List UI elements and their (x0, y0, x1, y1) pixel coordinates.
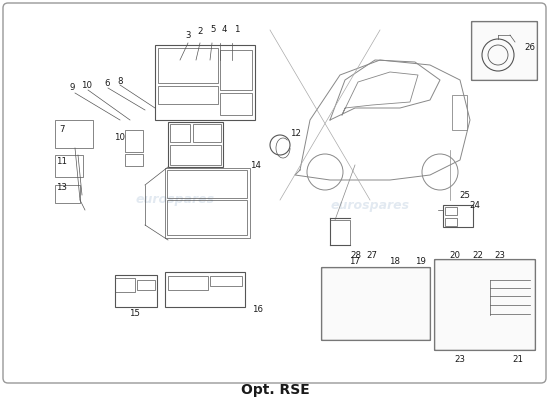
Bar (210, 276, 242, 286)
Text: Opt. RSE: Opt. RSE (241, 383, 309, 397)
Text: 4: 4 (221, 26, 227, 34)
Bar (170, 145, 221, 165)
Bar (55, 120, 93, 148)
Text: 23: 23 (454, 356, 465, 364)
Bar (390, 278, 422, 300)
Text: 9: 9 (69, 84, 75, 92)
Bar (55, 155, 83, 177)
Bar (447, 296, 467, 311)
Bar (220, 50, 252, 90)
Text: 19: 19 (415, 258, 426, 266)
Bar (170, 124, 190, 142)
Text: 11: 11 (57, 158, 68, 166)
Text: eurospares: eurospares (331, 284, 410, 296)
Text: 3: 3 (185, 32, 191, 40)
Bar (167, 200, 247, 235)
Text: 7: 7 (59, 126, 65, 134)
Bar (452, 95, 467, 130)
Text: eurospares: eurospares (135, 194, 214, 206)
Bar (514, 41, 522, 47)
Bar (158, 86, 218, 104)
Text: 26: 26 (525, 44, 536, 52)
Bar (330, 220, 350, 245)
FancyBboxPatch shape (3, 3, 546, 383)
Bar (55, 185, 80, 203)
Text: 12: 12 (290, 128, 301, 138)
Bar (443, 205, 473, 227)
Text: 24: 24 (470, 200, 481, 210)
Text: 10: 10 (81, 80, 92, 90)
Bar (115, 278, 135, 292)
Text: 15: 15 (129, 310, 140, 318)
Bar (354, 296, 361, 302)
Bar (168, 122, 223, 167)
Text: 13: 13 (57, 184, 68, 192)
Bar (392, 304, 420, 316)
Bar (155, 45, 255, 120)
Bar (447, 274, 467, 294)
Text: 14: 14 (250, 160, 261, 170)
Text: 5: 5 (210, 26, 216, 34)
Text: 6: 6 (104, 80, 110, 88)
Text: 20: 20 (449, 250, 460, 260)
Bar (137, 280, 155, 290)
Text: 27: 27 (366, 250, 377, 260)
Bar (445, 207, 457, 215)
Bar (445, 218, 457, 226)
Text: 23: 23 (494, 250, 505, 260)
Text: 8: 8 (117, 78, 123, 86)
Bar (167, 170, 247, 198)
Text: 10: 10 (114, 134, 125, 142)
Bar (390, 302, 422, 322)
Text: 22: 22 (472, 250, 483, 260)
Bar (168, 276, 208, 290)
Text: 25: 25 (459, 192, 470, 200)
Bar (220, 93, 252, 115)
Text: 17: 17 (349, 258, 360, 266)
Bar (470, 274, 488, 294)
Text: 2: 2 (197, 28, 203, 36)
Bar (115, 275, 157, 307)
Bar (158, 48, 218, 83)
Text: 18: 18 (389, 258, 400, 266)
FancyBboxPatch shape (471, 22, 537, 80)
Bar (445, 272, 490, 327)
Bar (165, 168, 250, 238)
Text: 21: 21 (513, 356, 524, 364)
Bar (332, 282, 378, 294)
Bar (193, 124, 221, 142)
Text: 16: 16 (252, 306, 263, 314)
FancyBboxPatch shape (434, 260, 535, 350)
Text: eurospares: eurospares (331, 198, 410, 212)
Text: 28: 28 (350, 250, 361, 260)
Bar (392, 280, 420, 298)
Bar (125, 130, 143, 152)
Bar (334, 296, 341, 302)
Bar (330, 280, 380, 312)
FancyBboxPatch shape (322, 268, 431, 340)
Bar (344, 296, 351, 302)
Bar (165, 272, 245, 307)
Bar (125, 154, 143, 166)
Text: 1: 1 (234, 26, 240, 34)
Bar (364, 296, 371, 302)
